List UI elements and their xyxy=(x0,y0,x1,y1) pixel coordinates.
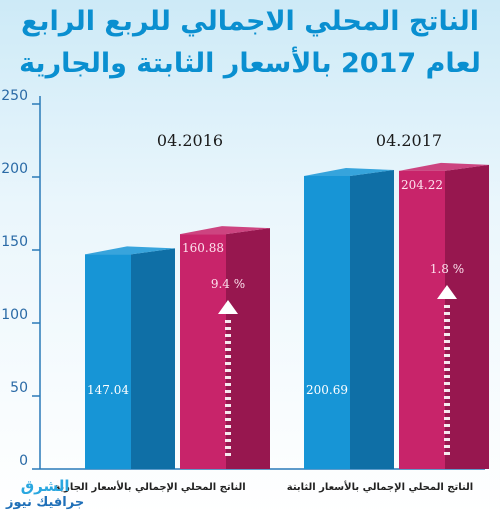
arrow-head xyxy=(218,300,238,314)
arrow-dash xyxy=(225,341,231,344)
growth-label: 1.8 % xyxy=(430,262,464,276)
arrow-dash xyxy=(225,390,231,393)
bar-value-label: 160.88 xyxy=(182,241,224,255)
arrow-dash xyxy=(444,389,450,392)
arrow-dash xyxy=(225,404,231,407)
chart-subtitle: لعام 2017 بالأسعار الثابتة والجارية xyxy=(19,48,481,79)
bar-top xyxy=(180,226,270,235)
arrow-dash xyxy=(225,453,231,456)
arrow-dash xyxy=(225,369,231,372)
bar-front xyxy=(180,234,226,469)
arrow-dash xyxy=(444,410,450,413)
bar-side xyxy=(445,164,489,469)
arrow-dash xyxy=(225,411,231,414)
arrow-dash xyxy=(444,452,450,455)
bar-side xyxy=(131,248,175,469)
arrow-dash xyxy=(444,326,450,329)
arrow-dash xyxy=(444,312,450,315)
arrow-dash xyxy=(225,320,231,323)
arrow-dash xyxy=(225,327,231,330)
group-label: 04.2017 xyxy=(376,131,442,150)
arrow-dash xyxy=(444,403,450,406)
arrow-dash xyxy=(225,355,231,358)
arrow-dash xyxy=(444,375,450,378)
category-label: الناتج المحلي الإجمالي بالأسعار الثابتة xyxy=(287,480,473,493)
arrow-dash xyxy=(444,347,450,350)
arrow-dash xyxy=(444,424,450,427)
arrow-dash xyxy=(444,340,450,343)
bar-top xyxy=(304,167,394,176)
y-tick-label: 200 xyxy=(1,161,28,177)
y-tick-label: 50 xyxy=(10,380,28,396)
arrow-dash xyxy=(225,425,231,428)
arrow-dash xyxy=(444,445,450,448)
arrow-dash xyxy=(225,334,231,337)
bar-value-label: 147.04 xyxy=(87,383,129,397)
arrow-dash xyxy=(225,362,231,365)
logo-line2: جرافيك نيوز xyxy=(6,495,85,510)
bar-front xyxy=(85,254,131,469)
arrow-dash xyxy=(444,396,450,399)
arrow-dash xyxy=(225,348,231,351)
arrow-dash xyxy=(225,446,231,449)
bar-side xyxy=(350,169,394,469)
logo-line1: الشرق xyxy=(20,477,70,495)
bar-front xyxy=(399,170,445,469)
arrow-dash xyxy=(225,418,231,421)
bar-value-label: 204.22 xyxy=(401,178,443,192)
chart-title: الناتج المحلي الاجمالي للربع الرابع xyxy=(20,6,480,37)
group-label: 04.2016 xyxy=(157,131,223,150)
arrow-dash xyxy=(444,305,450,308)
brand-logo: الشرق جرافيك نيوز xyxy=(6,477,84,510)
arrow-dash xyxy=(444,333,450,336)
arrow-dash xyxy=(225,376,231,379)
arrow-dash xyxy=(444,431,450,434)
arrow-dash xyxy=(444,368,450,371)
arrow-dash xyxy=(444,354,450,357)
arrow-dash xyxy=(225,439,231,442)
growth-label: 9.4 % xyxy=(211,277,245,291)
bar-value-label: 200.69 xyxy=(306,383,348,397)
y-tick-label: 0 xyxy=(19,453,28,469)
bar-side xyxy=(226,228,270,469)
arrow-dash xyxy=(225,383,231,386)
y-tick-label: 250 xyxy=(1,88,28,104)
arrow-head xyxy=(437,285,457,299)
arrow-dash xyxy=(225,397,231,400)
arrow-dash xyxy=(444,382,450,385)
y-tick-label: 100 xyxy=(1,307,28,323)
bar-top xyxy=(399,162,489,171)
arrow-dash xyxy=(444,417,450,420)
y-tick-label: 150 xyxy=(1,234,28,250)
bar-front xyxy=(304,175,350,469)
category-label: الناتج المحلي الإجمالي بالأسعار الجارية xyxy=(54,480,245,493)
arrow-dash xyxy=(444,438,450,441)
arrow-dash xyxy=(444,361,450,364)
bar-top xyxy=(85,246,175,255)
arrow-dash xyxy=(225,432,231,435)
arrow-dash xyxy=(444,319,450,322)
